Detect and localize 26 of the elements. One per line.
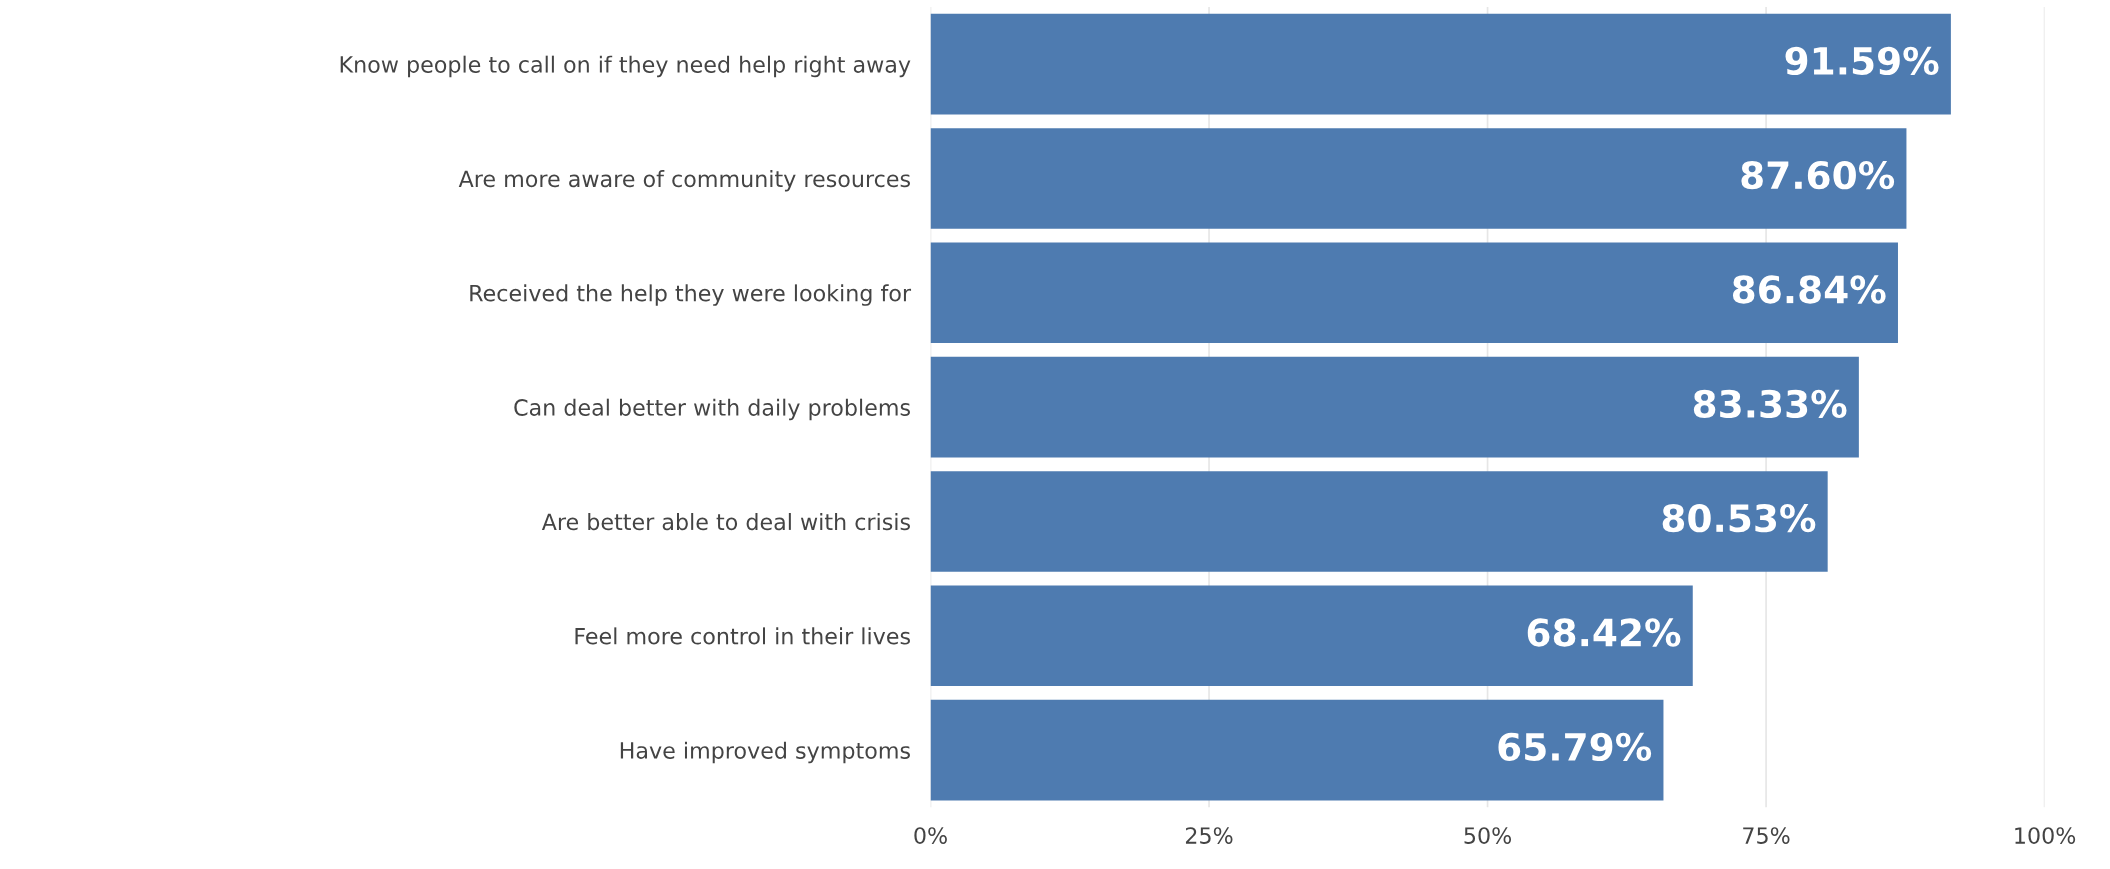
data-label: 86.84% — [1732, 275, 1886, 304]
y-tick-label: Are more aware of community resources — [458, 170, 910, 192]
data-label: 91.59% — [1785, 46, 1939, 75]
y-tick-label: Have improved symptoms — [620, 741, 910, 764]
x-tick-label: 50% — [1464, 827, 1512, 844]
y-tick-label: Can deal better with daily problems — [514, 398, 910, 421]
data-label: 83.33% — [1693, 389, 1847, 419]
x-tick-label: 25% — [1185, 827, 1233, 844]
y-tick-label: Are better able to deal with crisis — [541, 513, 910, 531]
x-tick-label: 100% — [2015, 827, 2076, 844]
data-label: 87.60% — [1741, 160, 1895, 190]
data-label: 68.42% — [1527, 618, 1681, 647]
x-tick-label: 75% — [1743, 827, 1790, 844]
bar — [930, 128, 1907, 229]
y-tick-label: Feel more control in their lives — [575, 627, 910, 645]
data-label: 80.53% — [1662, 503, 1816, 533]
bar — [930, 13, 1951, 115]
bar — [930, 471, 1828, 572]
bar — [930, 585, 1693, 687]
x-tick-label: 0% — [914, 827, 947, 844]
bar — [930, 699, 1664, 801]
bar — [930, 356, 1859, 458]
y-tick-label: Know people to call on if they need help right away — [340, 55, 911, 78]
bar — [930, 242, 1898, 344]
data-label: 65.79% — [1498, 732, 1652, 762]
y-tick-label: Received the help they were looking for — [470, 284, 912, 306]
